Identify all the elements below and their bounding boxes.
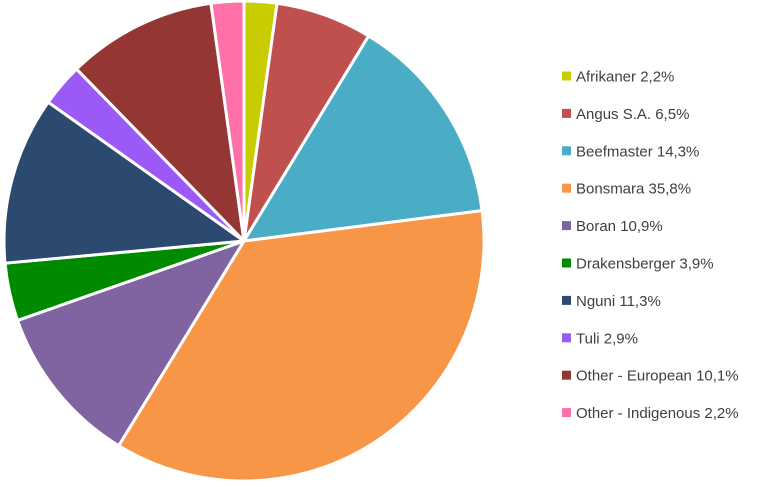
legend-label: Angus S.A. 6,5% (576, 106, 689, 123)
legend-swatch (562, 221, 571, 231)
pie-slices (2, 0, 486, 483)
legend-item: Other - European 10,1% (562, 368, 739, 385)
legend-item: Other - Indigenous 2,2% (562, 405, 739, 422)
legend-label: Nguni 11,3% (576, 293, 661, 310)
legend-item: Boran 10,9% (562, 218, 663, 235)
legend-label: Afrikaner 2,2% (576, 69, 674, 86)
legend: Afrikaner 2,2% Angus S.A. 6,5% Beefmaster … (562, 69, 739, 422)
pie-slice-other-indigenous (209, 0, 246, 243)
legend-label: Boran 10,9% (576, 218, 663, 235)
legend-swatch (562, 295, 571, 305)
legend-item: Bonsmara 35,8% (562, 181, 691, 198)
legend-label: Beefmaster 14,3% (576, 143, 699, 160)
legend-item: Drakensberger 3,9% (562, 256, 714, 273)
legend-item: Afrikaner 2,2% (562, 69, 674, 86)
pie-slice-beefmaster (242, 34, 484, 243)
legend-item: Tuli 2,9% (562, 330, 638, 347)
legend-swatch (562, 370, 571, 380)
legend-swatch (562, 333, 571, 343)
pie-slice-bonsmara (117, 209, 486, 483)
legend-swatch (562, 408, 571, 418)
pie-slice-other-european (75, 1, 246, 243)
legend-swatch (562, 258, 571, 268)
legend-item: Beefmaster 14,3% (562, 143, 699, 160)
legend-swatch (562, 146, 571, 156)
legend-swatch (562, 71, 571, 81)
legend-label: Bonsmara 35,8% (576, 181, 691, 198)
legend-label: Other - European 10,1% (576, 368, 739, 385)
legend-swatch (562, 183, 571, 193)
legend-label: Other - Indigenous 2,2% (576, 405, 739, 422)
legend-label: Drakensberger 3,9% (576, 256, 714, 273)
pie-slice-boran (16, 239, 246, 448)
legend-label: Tuli 2,9% (576, 330, 638, 347)
legend-item: Angus S.A. 6,5% (562, 106, 689, 123)
legend-swatch (562, 108, 571, 118)
legend-item: Nguni 11,3% (562, 293, 661, 310)
pie-slice-nguni (2, 100, 246, 265)
